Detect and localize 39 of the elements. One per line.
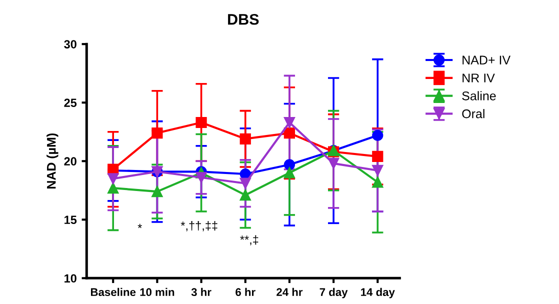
point <box>240 190 251 201</box>
legend-label: Oral <box>462 109 484 118</box>
point <box>372 130 384 141</box>
y-tick-label: 20 <box>64 157 76 166</box>
point <box>372 150 384 162</box>
point <box>240 133 251 144</box>
point <box>108 182 119 194</box>
y-tick-label: 30 <box>64 40 76 48</box>
point <box>284 167 296 178</box>
annotation: * <box>138 224 142 228</box>
legend-label: Saline <box>462 91 496 100</box>
x-tick-label: 6 hr <box>236 288 256 296</box>
x-tick-label: 14 day <box>361 288 395 298</box>
chart-title: DBS <box>228 14 259 25</box>
point <box>284 127 296 139</box>
point <box>240 178 251 189</box>
y-axis-title: NAD (µM) <box>46 133 58 189</box>
annotation: **,‡ <box>240 235 258 246</box>
annotation: *,††,‡‡ <box>180 221 218 232</box>
point <box>328 158 340 170</box>
y-tick-label: 10 <box>64 274 76 283</box>
x-tick-label: Baseline <box>90 288 136 296</box>
y-tick-label: 25 <box>64 98 77 107</box>
point <box>196 172 207 184</box>
x-tick-label: 10 min <box>140 288 174 296</box>
point <box>196 116 207 128</box>
point <box>372 176 384 188</box>
x-tick-label: 7 day <box>320 288 348 298</box>
legend-label: NAD+ IV <box>462 56 511 64</box>
point <box>284 159 296 170</box>
point <box>372 164 384 176</box>
x-tick-label: 24 hr <box>276 288 303 296</box>
x-tick-label: 3 hr <box>191 288 212 296</box>
point <box>152 186 163 198</box>
legend-label: NR IV <box>462 74 495 82</box>
point <box>108 173 119 184</box>
point <box>152 127 163 139</box>
y-tick-label: 15 <box>64 216 77 224</box>
point <box>284 116 296 128</box>
